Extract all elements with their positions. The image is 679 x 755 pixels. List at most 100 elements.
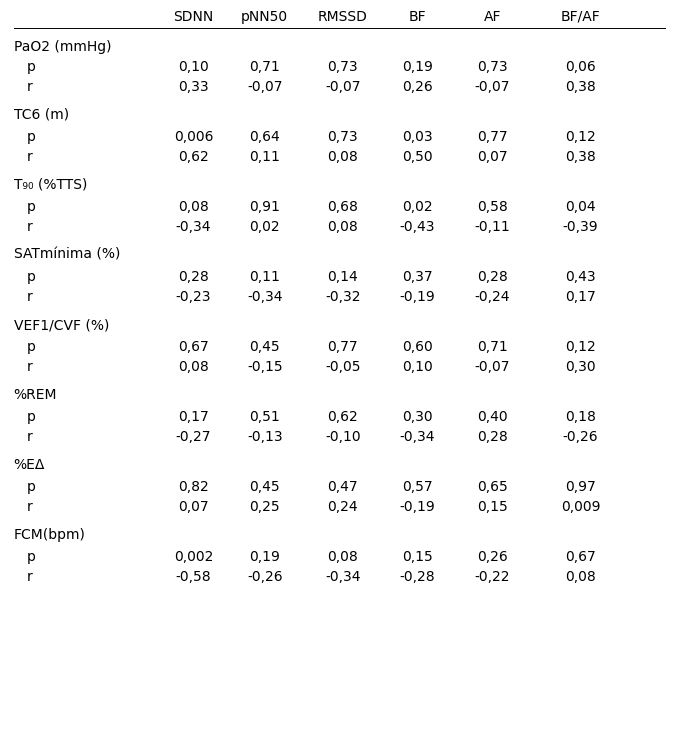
Text: 0,19: 0,19 xyxy=(402,60,433,74)
Text: 0,08: 0,08 xyxy=(327,220,359,234)
Text: 0,91: 0,91 xyxy=(249,200,280,214)
Text: 0,15: 0,15 xyxy=(402,550,433,564)
Text: T₉₀ (%TTS): T₉₀ (%TTS) xyxy=(14,178,87,192)
Text: 0,26: 0,26 xyxy=(402,80,433,94)
Text: 0,08: 0,08 xyxy=(565,570,596,584)
Text: SDNN: SDNN xyxy=(173,10,214,24)
Text: 0,77: 0,77 xyxy=(327,340,359,354)
Text: FCM(bpm): FCM(bpm) xyxy=(14,528,86,542)
Text: 0,12: 0,12 xyxy=(565,340,596,354)
Text: -0,34: -0,34 xyxy=(176,220,211,234)
Text: 0,77: 0,77 xyxy=(477,130,508,144)
Text: 0,73: 0,73 xyxy=(327,60,359,74)
Text: 0,02: 0,02 xyxy=(402,200,433,214)
Text: 0,57: 0,57 xyxy=(402,480,433,494)
Text: 0,14: 0,14 xyxy=(327,270,359,284)
Text: 0,73: 0,73 xyxy=(327,130,359,144)
Text: -0,27: -0,27 xyxy=(176,430,211,444)
Text: RMSSD: RMSSD xyxy=(318,10,368,24)
Text: r: r xyxy=(27,150,33,164)
Text: -0,11: -0,11 xyxy=(475,220,510,234)
Text: BF: BF xyxy=(409,10,426,24)
Text: 0,002: 0,002 xyxy=(174,550,213,564)
Text: 0,38: 0,38 xyxy=(565,150,596,164)
Text: r: r xyxy=(27,500,33,514)
Text: r: r xyxy=(27,360,33,374)
Text: %EΔ: %EΔ xyxy=(14,458,45,472)
Text: 0,65: 0,65 xyxy=(477,480,508,494)
Text: p: p xyxy=(27,130,36,144)
Text: -0,26: -0,26 xyxy=(247,570,282,584)
Text: -0,07: -0,07 xyxy=(247,80,282,94)
Text: -0,26: -0,26 xyxy=(563,430,598,444)
Text: p: p xyxy=(27,60,36,74)
Text: p: p xyxy=(27,550,36,564)
Text: -0,07: -0,07 xyxy=(475,80,510,94)
Text: 0,28: 0,28 xyxy=(477,270,508,284)
Text: 0,11: 0,11 xyxy=(249,150,280,164)
Text: 0,45: 0,45 xyxy=(249,340,280,354)
Text: r: r xyxy=(27,80,33,94)
Text: -0,28: -0,28 xyxy=(400,570,435,584)
Text: 0,68: 0,68 xyxy=(327,200,359,214)
Text: AF: AF xyxy=(483,10,501,24)
Text: 0,73: 0,73 xyxy=(477,60,508,74)
Text: 0,45: 0,45 xyxy=(249,480,280,494)
Text: 0,30: 0,30 xyxy=(565,360,596,374)
Text: TC6 (m): TC6 (m) xyxy=(14,108,69,122)
Text: 0,17: 0,17 xyxy=(178,410,209,424)
Text: -0,43: -0,43 xyxy=(400,220,435,234)
Text: 0,64: 0,64 xyxy=(249,130,280,144)
Text: -0,34: -0,34 xyxy=(247,290,282,304)
Text: 0,51: 0,51 xyxy=(249,410,280,424)
Text: 0,15: 0,15 xyxy=(477,500,508,514)
Text: -0,19: -0,19 xyxy=(400,500,435,514)
Text: 0,97: 0,97 xyxy=(565,480,596,494)
Text: -0,05: -0,05 xyxy=(325,360,361,374)
Text: 0,47: 0,47 xyxy=(327,480,359,494)
Text: 0,02: 0,02 xyxy=(249,220,280,234)
Text: %REM: %REM xyxy=(14,388,57,402)
Text: p: p xyxy=(27,410,36,424)
Text: -0,34: -0,34 xyxy=(400,430,435,444)
Text: -0,23: -0,23 xyxy=(176,290,211,304)
Text: 0,10: 0,10 xyxy=(402,360,433,374)
Text: r: r xyxy=(27,570,33,584)
Text: BF/AF: BF/AF xyxy=(561,10,600,24)
Text: p: p xyxy=(27,200,36,214)
Text: 0,24: 0,24 xyxy=(327,500,359,514)
Text: -0,19: -0,19 xyxy=(400,290,435,304)
Text: 0,19: 0,19 xyxy=(249,550,280,564)
Text: -0,34: -0,34 xyxy=(325,570,361,584)
Text: -0,58: -0,58 xyxy=(176,570,211,584)
Text: 0,67: 0,67 xyxy=(565,550,596,564)
Text: 0,07: 0,07 xyxy=(477,150,508,164)
Text: 0,006: 0,006 xyxy=(174,130,213,144)
Text: p: p xyxy=(27,270,36,284)
Text: 0,10: 0,10 xyxy=(178,60,209,74)
Text: 0,25: 0,25 xyxy=(249,500,280,514)
Text: 0,82: 0,82 xyxy=(178,480,209,494)
Text: 0,08: 0,08 xyxy=(327,150,359,164)
Text: 0,33: 0,33 xyxy=(178,80,209,94)
Text: -0,22: -0,22 xyxy=(475,570,510,584)
Text: 0,03: 0,03 xyxy=(402,130,433,144)
Text: 0,08: 0,08 xyxy=(178,200,209,214)
Text: 0,26: 0,26 xyxy=(477,550,508,564)
Text: 0,50: 0,50 xyxy=(402,150,433,164)
Text: -0,39: -0,39 xyxy=(563,220,598,234)
Text: 0,62: 0,62 xyxy=(178,150,209,164)
Text: p: p xyxy=(27,480,36,494)
Text: 0,04: 0,04 xyxy=(565,200,596,214)
Text: -0,13: -0,13 xyxy=(247,430,282,444)
Text: 0,71: 0,71 xyxy=(249,60,280,74)
Text: r: r xyxy=(27,290,33,304)
Text: -0,24: -0,24 xyxy=(475,290,510,304)
Text: r: r xyxy=(27,220,33,234)
Text: SATmínima (%): SATmínima (%) xyxy=(14,248,120,262)
Text: 0,12: 0,12 xyxy=(565,130,596,144)
Text: -0,15: -0,15 xyxy=(247,360,282,374)
Text: 0,60: 0,60 xyxy=(402,340,433,354)
Text: -0,32: -0,32 xyxy=(325,290,361,304)
Text: -0,10: -0,10 xyxy=(325,430,361,444)
